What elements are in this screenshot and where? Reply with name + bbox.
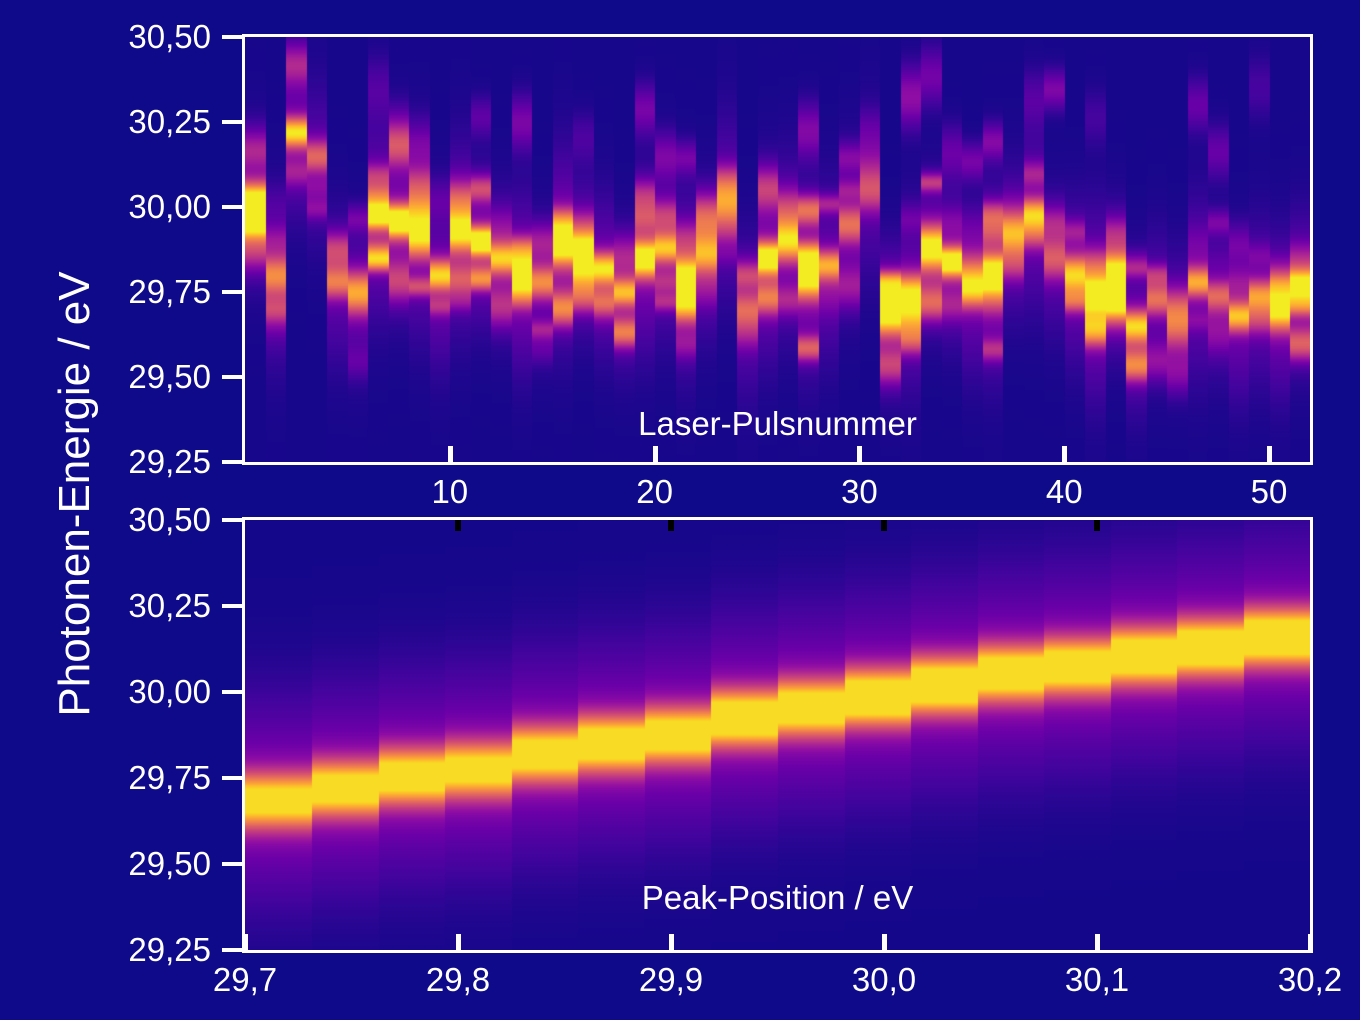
top-black-tick-mark (668, 520, 674, 531)
bottom-heatmap-panel: Peak-Position / eV (242, 517, 1313, 953)
x-tick-label: 20 (636, 473, 673, 510)
x-tick-mark (857, 446, 863, 462)
x-tick-mark (1267, 446, 1273, 462)
y-tick-mark (222, 35, 242, 39)
y-tick-mark (222, 120, 242, 124)
x-tick-label: 30 (841, 473, 878, 510)
x-tick-label: 30,0 (851, 961, 917, 998)
y-tick-label: 30,25 (128, 103, 211, 140)
y-tick-mark (222, 290, 242, 294)
y-tick-label: 29,50 (128, 845, 211, 882)
x-tick-label: 30,1 (1064, 961, 1130, 998)
y-tick-label: 29,25 (128, 443, 211, 480)
bottom-heatmap-canvas (245, 520, 1310, 950)
y-tick-label: 30,25 (128, 587, 211, 624)
y-tick-label: 30,00 (128, 188, 211, 225)
x-tick-mark (669, 934, 674, 950)
x-tick-label: 30,2 (1277, 961, 1343, 998)
y-tick-mark (222, 776, 242, 780)
y-tick-label: 30,50 (128, 501, 211, 538)
x-tick-mark (243, 934, 248, 950)
x-tick-label: 29,9 (638, 961, 704, 998)
y-tick-mark (222, 604, 242, 608)
x-tick-mark (447, 446, 453, 462)
y-tick-label: 30,00 (128, 673, 211, 710)
x-tick-label: 29,8 (425, 961, 491, 998)
top-black-tick-mark (881, 520, 887, 531)
y-tick-label: 29,50 (128, 358, 211, 395)
top-black-tick-mark (455, 520, 461, 531)
y-tick-label: 29,25 (128, 931, 211, 968)
y-tick-mark (222, 862, 242, 866)
x-tick-label: 40 (1045, 473, 1083, 510)
y-tick-mark (222, 948, 242, 952)
x-tick-mark (882, 934, 887, 950)
x-tick-mark (1095, 934, 1100, 950)
y-axis-title: Photonen-Energie / eV (50, 271, 99, 717)
top-black-tick-mark (1094, 520, 1100, 531)
x-tick-mark (456, 934, 461, 950)
y-tick-mark (222, 460, 242, 464)
y-tick-label: 29,75 (128, 273, 211, 310)
y-tick-mark (222, 690, 242, 694)
x-tick-mark (652, 446, 658, 462)
x-tick-label: 29,7 (212, 961, 278, 998)
top-heatmap-canvas (245, 37, 1310, 462)
x-tick-label: 10 (431, 473, 469, 510)
top-heatmap-panel: Laser-Pulsnummer (242, 34, 1313, 465)
y-tick-label: 29,75 (128, 759, 211, 796)
x-tick-mark (1308, 934, 1313, 950)
x-tick-mark (1062, 446, 1068, 462)
y-tick-label: 30,50 (128, 18, 211, 55)
y-tick-mark (222, 375, 242, 379)
y-tick-mark (222, 205, 242, 209)
y-tick-mark (222, 518, 242, 522)
x-tick-label: 50 (1250, 473, 1288, 510)
